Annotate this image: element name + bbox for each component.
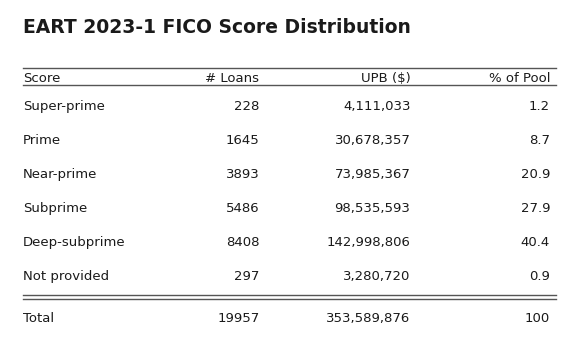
Text: Total: Total: [23, 312, 54, 325]
Text: 30,678,357: 30,678,357: [335, 134, 410, 147]
Text: 19957: 19957: [217, 312, 259, 325]
Text: 353,589,876: 353,589,876: [326, 312, 410, 325]
Text: 142,998,806: 142,998,806: [327, 236, 410, 249]
Text: 4,111,033: 4,111,033: [343, 100, 410, 113]
Text: EART 2023-1 FICO Score Distribution: EART 2023-1 FICO Score Distribution: [23, 18, 410, 37]
Text: 40.4: 40.4: [521, 236, 550, 249]
Text: Deep-subprime: Deep-subprime: [23, 236, 125, 249]
Text: Near-prime: Near-prime: [23, 168, 97, 181]
Text: Score: Score: [23, 72, 60, 85]
Text: 3893: 3893: [226, 168, 259, 181]
Text: # Loans: # Loans: [205, 72, 259, 85]
Text: Subprime: Subprime: [23, 202, 87, 215]
Text: 8.7: 8.7: [529, 134, 550, 147]
Text: UPB ($): UPB ($): [361, 72, 410, 85]
Text: 297: 297: [234, 270, 259, 283]
Text: Not provided: Not provided: [23, 270, 109, 283]
Text: 98,535,593: 98,535,593: [335, 202, 410, 215]
Text: Prime: Prime: [23, 134, 61, 147]
Text: 20.9: 20.9: [520, 168, 550, 181]
Text: % of Pool: % of Pool: [488, 72, 550, 85]
Text: 27.9: 27.9: [520, 202, 550, 215]
Text: 5486: 5486: [226, 202, 259, 215]
Text: 100: 100: [525, 312, 550, 325]
Text: 228: 228: [234, 100, 259, 113]
Text: Super-prime: Super-prime: [23, 100, 105, 113]
Text: 73,985,367: 73,985,367: [335, 168, 410, 181]
Text: 1.2: 1.2: [529, 100, 550, 113]
Text: 1645: 1645: [226, 134, 259, 147]
Text: 8408: 8408: [226, 236, 259, 249]
Text: 3,280,720: 3,280,720: [343, 270, 410, 283]
Text: 0.9: 0.9: [529, 270, 550, 283]
